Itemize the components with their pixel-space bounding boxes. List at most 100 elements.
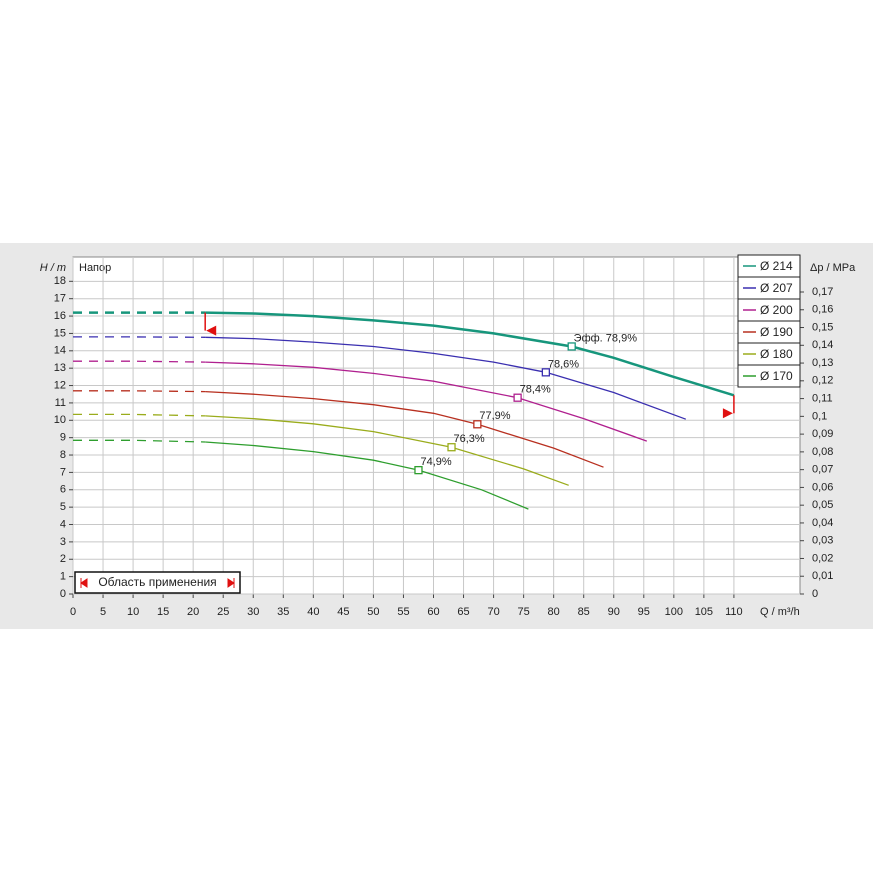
y2-axis-label: Δp / MPa [810, 262, 856, 274]
y2-tick-label: 0,03 [812, 535, 833, 547]
y2-tick-label: 0,14 [812, 339, 833, 351]
x-tick-label: 80 [548, 606, 560, 618]
y-tick-label: 8 [60, 449, 66, 461]
y-tick-label: 3 [60, 536, 66, 548]
curve [205, 441, 529, 510]
curve [205, 390, 604, 468]
y-tick-label: 2 [60, 553, 66, 565]
y-tick-label: 10 [54, 414, 66, 426]
y2-tick-label: 0,12 [812, 375, 833, 387]
y-tick-label: 9 [60, 432, 66, 444]
x-tick-label: 85 [578, 606, 590, 618]
range-box [74, 571, 241, 594]
bep-marker [473, 420, 482, 429]
y2-tick-label: 0,1 [812, 410, 827, 422]
legend-label: Ø 180 [760, 347, 793, 361]
y-tick-label: 0 [60, 588, 66, 600]
y-tick-label: 14 [54, 345, 66, 357]
x-tick-label: 55 [397, 606, 409, 618]
range-marker [206, 325, 217, 336]
curve [205, 361, 648, 442]
bep-marker [567, 342, 576, 351]
bep-label: 74,9% [420, 456, 451, 468]
y-tick-label: 11 [55, 397, 66, 409]
x-tick-label: 25 [217, 606, 229, 618]
x-tick-label: 30 [247, 606, 259, 618]
x-tick-label: 70 [487, 606, 499, 618]
x-tick-label: 5 [100, 606, 106, 618]
curve-dashed [73, 360, 206, 363]
y2-tick-label: 0 [812, 588, 818, 600]
bep-label: 77,9% [479, 410, 510, 422]
x-tick-label: 95 [638, 606, 650, 618]
range-label: Область применения [98, 575, 216, 589]
curve [205, 415, 569, 486]
y2-tick-label: 0,09 [812, 428, 833, 440]
y2-tick-label: 0,16 [812, 304, 833, 316]
x-tick-label: 50 [367, 606, 379, 618]
y-tick-label: 15 [54, 327, 66, 339]
legend-label: Ø 190 [760, 325, 793, 339]
legend-entry-box [737, 364, 801, 388]
y-tick-label: 12 [54, 379, 66, 391]
legend-label: Ø 207 [760, 281, 793, 295]
x-tick-label: 40 [307, 606, 319, 618]
bep-marker [513, 393, 522, 402]
x-tick-label: 75 [517, 606, 529, 618]
curve [205, 336, 687, 420]
x-tick-label: 60 [427, 606, 439, 618]
y-tick-label: 1 [60, 571, 66, 583]
x-tick-label: 45 [337, 606, 349, 618]
y-tick-label: 7 [60, 466, 66, 478]
curve-dashed [73, 439, 206, 443]
curve-dashed [73, 390, 206, 393]
y2-tick-label: 0,06 [812, 481, 833, 493]
y2-tick-label: 0,01 [812, 570, 833, 582]
x-tick-label: 15 [157, 606, 169, 618]
x-tick-label: 90 [608, 606, 620, 618]
x-tick-label: 35 [277, 606, 289, 618]
y2-tick-label: 0,15 [812, 321, 833, 333]
chart-title: Напор [79, 262, 111, 274]
bep-marker [414, 465, 423, 475]
y2-tick-label: 0,04 [812, 517, 833, 529]
y-axis-label: H / m [40, 262, 66, 274]
y-tick-label: 17 [54, 293, 66, 305]
y-tick-label: 5 [60, 501, 66, 513]
legend-label: Ø 214 [760, 259, 793, 273]
x-tick-label: 100 [665, 606, 683, 618]
range-marker [722, 408, 733, 419]
curve [205, 311, 735, 397]
bep-marker [541, 368, 551, 377]
x-tick-label: 105 [695, 606, 713, 618]
y-tick-label: 4 [60, 518, 66, 530]
bep-label: Эфф. 78,9% [574, 332, 638, 344]
y-tick-label: 13 [54, 362, 66, 374]
curve-dashed [73, 413, 206, 417]
x-tick-label: 110 [725, 606, 743, 618]
bep-label: 78,4% [520, 384, 551, 396]
legend-label: Ø 200 [760, 303, 793, 317]
y2-tick-label: 0,05 [812, 499, 833, 511]
y-tick-label: 18 [54, 275, 66, 287]
x-tick-label: 20 [187, 606, 199, 618]
bep-label: 78,6% [548, 358, 579, 370]
range-arrow [80, 578, 88, 588]
bep-marker [447, 443, 456, 452]
y2-tick-label: 0,08 [812, 446, 833, 458]
legend-label: Ø 170 [760, 369, 793, 383]
y2-tick-label: 0,02 [812, 552, 833, 564]
y2-tick-label: 0,07 [812, 464, 833, 476]
bep-label: 76,3% [454, 433, 485, 445]
x-tick-label: 0 [70, 606, 76, 618]
y2-tick-label: 0,11 [812, 392, 833, 404]
plot-area [72, 256, 801, 595]
y2-tick-label: 0,13 [812, 357, 833, 369]
y-tick-label: 6 [60, 484, 66, 496]
y-tick-label: 16 [54, 310, 66, 322]
range-arrow [227, 578, 235, 588]
x-tick-label: 65 [457, 606, 469, 618]
x-tick-label: 10 [127, 606, 139, 618]
